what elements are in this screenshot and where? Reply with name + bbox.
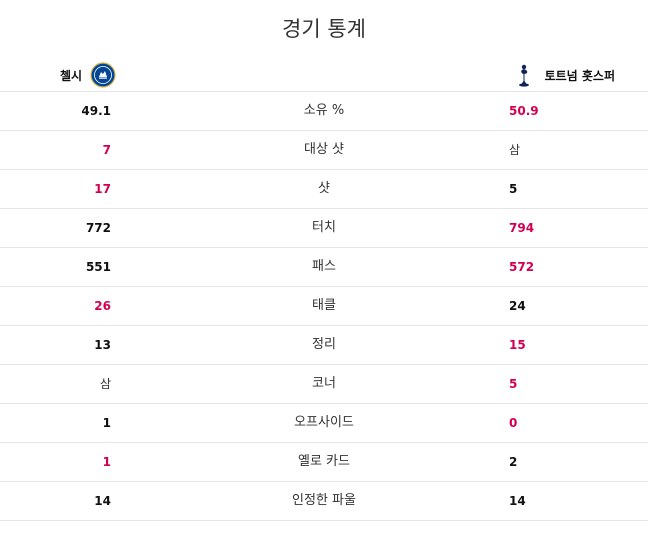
stat-row: 17 샷 5 — [0, 169, 648, 208]
away-stat-value: 794 — [509, 221, 535, 235]
stat-label: 패스 — [312, 259, 336, 274]
stat-label: 인정한 파울 — [292, 493, 356, 508]
stat-row: 772 터치 794 — [0, 208, 648, 247]
stat-row: 49.1 소유 % 50.9 — [0, 91, 648, 130]
chelsea-crest-icon — [90, 62, 116, 88]
home-team-name: 첼시 — [60, 68, 83, 83]
stat-row: 13 정리 15 — [0, 325, 648, 364]
stat-label: 샷 — [318, 181, 330, 196]
home-stat-value: 551 — [85, 260, 111, 274]
home-stat-value: 13 — [94, 338, 111, 352]
away-stat-value: 삼 — [509, 143, 521, 157]
home-stat-value: 삼 — [99, 377, 111, 391]
teams-header: 첼시 토트넘 홋스퍼 — [0, 58, 648, 92]
away-stat-value: 572 — [509, 260, 535, 274]
home-stat-value: 26 — [94, 299, 111, 313]
stat-label: 소유 % — [303, 103, 345, 118]
home-team[interactable]: 첼시 — [60, 58, 116, 92]
away-team-name: 토트넘 홋스퍼 — [544, 68, 615, 83]
home-stat-value: 17 — [94, 182, 111, 196]
away-stat-value: 2 — [509, 455, 518, 469]
stat-label: 정리 — [312, 337, 336, 352]
home-stat-value: 1 — [102, 455, 111, 469]
stat-row: 1 오프사이드 0 — [0, 403, 648, 442]
home-stat-value: 14 — [94, 494, 111, 508]
stat-label: 터치 — [312, 220, 336, 235]
stat-row: 삼 코너 5 — [0, 364, 648, 403]
stat-label: 코너 — [312, 376, 336, 391]
away-team[interactable]: 토트넘 홋스퍼 — [511, 58, 615, 92]
away-stat-value: 14 — [509, 494, 526, 508]
home-stat-value: 1 — [102, 416, 111, 430]
away-stat-value: 5 — [509, 377, 518, 391]
stat-row: 551 패스 572 — [0, 247, 648, 286]
away-stat-value: 50.9 — [509, 104, 539, 118]
stat-label: 옐로 카드 — [298, 454, 350, 469]
stats-table: 49.1 소유 % 50.9 7 대상 샷 삼 17 샷 5 772 터치 794 551 패스 572 26… — [0, 91, 648, 521]
away-stat-value: 5 — [509, 182, 518, 196]
home-stat-value: 7 — [102, 143, 111, 157]
stat-label: 오프사이드 — [294, 415, 354, 430]
home-stat-value: 772 — [85, 221, 111, 235]
stat-row: 1 옐로 카드 2 — [0, 442, 648, 481]
stat-row: 7 대상 샷 삼 — [0, 130, 648, 169]
stat-row: 14 인정한 파울 14 — [0, 481, 648, 521]
stat-label: 대상 샷 — [303, 142, 344, 157]
away-stat-value: 0 — [509, 416, 518, 430]
tottenham-crest-icon — [518, 64, 529, 87]
panel-title: 경기 통계 — [282, 17, 366, 41]
home-stat-value: 49.1 — [81, 104, 111, 118]
stat-label: 태클 — [312, 298, 336, 313]
stat-row: 26 태클 24 — [0, 286, 648, 325]
away-stat-value: 15 — [509, 338, 526, 352]
away-stat-value: 24 — [509, 299, 526, 313]
